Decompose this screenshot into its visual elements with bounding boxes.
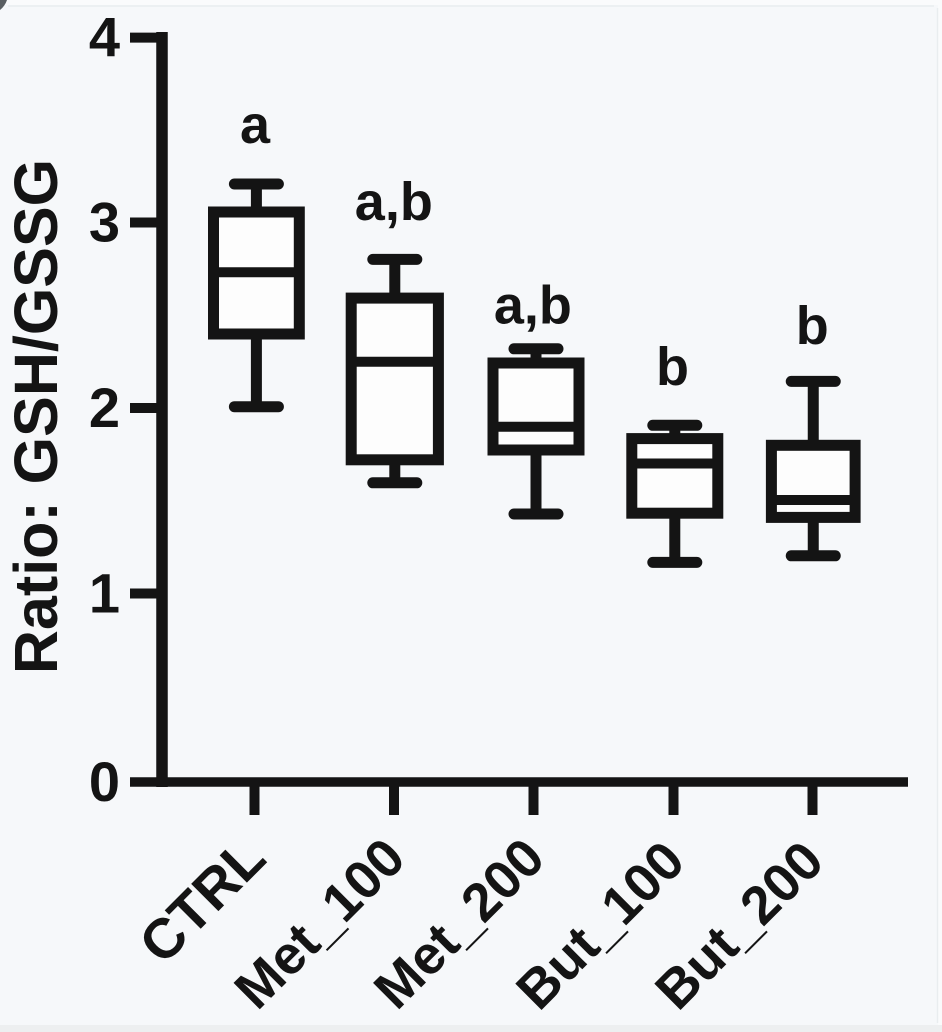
svg-text:b: b bbox=[796, 296, 829, 356]
svg-text:0: 0 bbox=[89, 750, 120, 813]
svg-text:a,b: a,b bbox=[494, 276, 572, 336]
svg-text:3: 3 bbox=[89, 191, 120, 254]
svg-text:2: 2 bbox=[89, 376, 120, 439]
svg-text:Ratio: GSH/GSSG: Ratio: GSH/GSSG bbox=[2, 159, 70, 674]
svg-text:1: 1 bbox=[89, 562, 120, 625]
svg-text:4: 4 bbox=[89, 6, 120, 69]
svg-text:a: a bbox=[240, 95, 271, 155]
svg-text:a,b: a,b bbox=[355, 172, 433, 232]
svg-text:b: b bbox=[656, 337, 689, 397]
